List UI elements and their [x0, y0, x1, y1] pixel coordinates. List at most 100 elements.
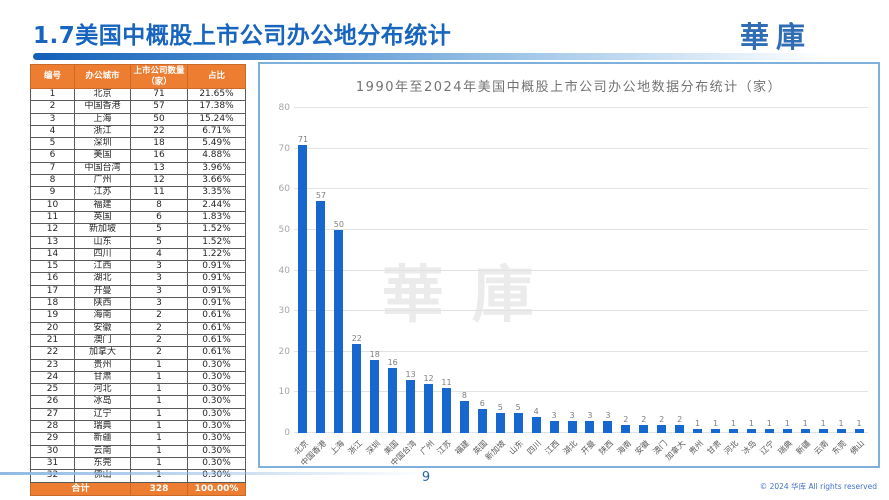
table-cell: 东莞: [74, 456, 131, 471]
bar-group-广州: 12 广州: [418, 108, 438, 456]
bar-value-label: 5: [515, 402, 521, 412]
footer-accent-line: [0, 472, 430, 475]
table-cell: 14: [30, 247, 75, 262]
table-cell: 1: [130, 444, 188, 458]
table-cell: 21.65%: [187, 87, 246, 102]
gridline: [294, 310, 868, 312]
bar-value-label: 2: [623, 414, 629, 424]
bar: [675, 424, 685, 433]
bar: [459, 400, 469, 433]
city-table-body: 1 北京 71 21.65% 2 中国香港 57 17.38% 3 上海 50 15.24% 4 浙江 22…: [30, 87, 246, 483]
bar: [836, 428, 846, 433]
bar-group-佛山: 1 佛山: [848, 108, 868, 456]
x-axis-category-label: 瑞典: [776, 438, 795, 457]
table-cell: 1: [130, 370, 188, 385]
table-cell: 18: [130, 137, 188, 151]
x-axis-category-label: 湖北: [561, 438, 580, 457]
table-cell: 1.52%: [187, 235, 246, 249]
table-row: 5 深圳 18 5.49%: [30, 137, 246, 151]
table-cell: 13: [130, 161, 188, 176]
table-cell: 0.61%: [187, 321, 246, 335]
table-cell: 13: [30, 235, 75, 249]
gridline: [294, 107, 868, 108]
bar-group-云南: 1 云南: [813, 108, 832, 456]
table-row: 2 中国香港 57 17.38%: [30, 100, 246, 114]
x-axis-category-label: 上海: [328, 438, 346, 457]
table-cell: 4: [30, 124, 75, 139]
table-cell: 0.30%: [187, 420, 246, 434]
table-cell: 0.91%: [187, 260, 246, 274]
table-cell: 0.30%: [187, 383, 246, 397]
x-axis-category-label: 江苏: [435, 438, 454, 457]
bar: [585, 420, 595, 433]
table-cell: 3.35%: [187, 186, 246, 200]
gridline: [294, 432, 868, 433]
bar-value-label: 1: [820, 418, 826, 428]
x-axis-category-label: 陕西: [597, 438, 615, 457]
table-cell: 17.38%: [187, 100, 246, 114]
table-cell: 4: [130, 247, 188, 262]
table-row: 4 浙江 22 6.71%: [30, 124, 246, 139]
table-cell: 美国: [74, 149, 131, 163]
table-row: 29 新疆 1 0.30%: [30, 432, 246, 446]
y-axis-tick-label: 20: [278, 346, 290, 357]
col-header-count: 上市公司数量（家）: [130, 64, 188, 89]
table-row: 3 上海 50 15.24%: [30, 112, 246, 126]
x-axis-category-label: 山东: [507, 438, 526, 457]
bar-group-安徽: 2 安徽: [633, 108, 653, 457]
table-cell: 29: [30, 432, 75, 446]
y-axis-tick-label: 30: [278, 306, 290, 317]
bars-row: 71 北京 57 中国香港 50 上海 22 浙江 18 深圳 16 美国 13 中国台湾 12 广州 11 江苏…: [292, 108, 868, 468]
table-cell: 1: [130, 432, 188, 446]
table-cell: 0.30%: [187, 358, 246, 372]
y-axis-tick-label: 80: [278, 103, 290, 113]
bar: [477, 408, 487, 433]
table-cell: 浙江: [74, 124, 131, 139]
bar-group-江苏: 11 江苏: [436, 108, 456, 456]
bar: [818, 428, 828, 433]
bar-value-label: 2: [677, 414, 683, 424]
table-row: 14 四川 4 1.22%: [30, 247, 246, 262]
table-cell: 15: [30, 260, 75, 274]
table-cell: 3: [30, 112, 75, 126]
table-cell: 16: [30, 272, 75, 286]
table-cell: 28: [30, 420, 75, 434]
x-axis-category-label: 海南: [615, 438, 633, 457]
bar-value-label: 2: [659, 414, 665, 424]
bar-value-label: 57: [315, 191, 326, 201]
x-axis-category-label: 新疆: [794, 438, 813, 457]
bar-value-label: 3: [605, 410, 611, 420]
bar-group-甘肃: 1 甘肃: [705, 108, 725, 456]
bar: [746, 428, 756, 433]
gridline: [294, 188, 868, 190]
table-cell: 陕西: [74, 297, 131, 311]
table-cell: 71: [130, 87, 188, 102]
bar-value-label: 1: [730, 418, 737, 428]
y-axis-tick-label: 10: [278, 387, 290, 398]
bar-group-英国: 6 英国: [472, 108, 491, 457]
bar-group-海南: 2 海南: [615, 108, 635, 457]
table-cell: 瑞典: [74, 420, 131, 434]
table-cell: 0.91%: [187, 297, 246, 311]
table-cell: 57: [130, 100, 188, 114]
bar-group-河北: 1 河北: [723, 108, 743, 456]
table-cell: 新疆: [74, 432, 131, 446]
bar-value-label: 1: [712, 418, 719, 428]
bar: [495, 412, 505, 433]
col-header-pct: 占比: [187, 64, 246, 89]
table-row: 31 东莞 1 0.30%: [30, 456, 246, 471]
table-cell: 湖北: [74, 272, 131, 286]
total-label: 合计: [30, 481, 131, 496]
table-cell: 2: [130, 321, 188, 335]
table-row: 28 瑞典 1 0.30%: [30, 420, 246, 434]
brand-logo: 華庫: [740, 20, 813, 54]
bar-value-label: 6: [479, 398, 485, 408]
table-cell: 9: [30, 186, 75, 200]
table-cell: 1: [130, 358, 188, 372]
table-cell: 7: [30, 161, 75, 176]
gridline: [294, 350, 868, 352]
table-cell: 25: [30, 383, 75, 397]
table-cell: 5.49%: [187, 137, 246, 151]
bar-value-label: 11: [441, 378, 452, 388]
